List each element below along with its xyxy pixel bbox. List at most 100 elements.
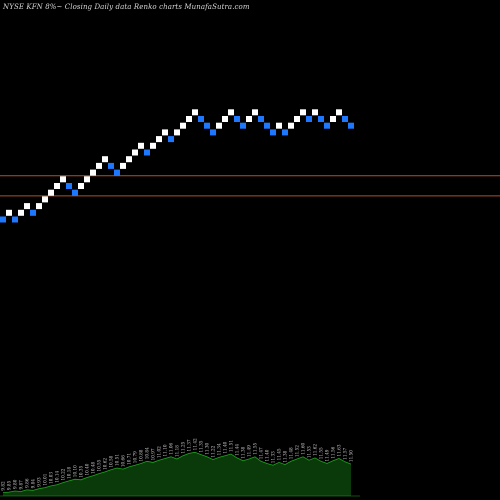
volume-label-59: 11.50 [349, 450, 354, 462]
renko-brick-26 [150, 142, 156, 149]
renko-brick-48 [282, 129, 288, 136]
chart-title: NYSE KFN 8%~ Closing Daily data Renko ch… [3, 3, 250, 11]
renko-brick-58 [342, 116, 348, 122]
volume-label-23: 10.79 [133, 451, 138, 463]
renko-brick-44 [258, 116, 264, 122]
volume-label-47: 11.45 [277, 448, 282, 460]
volume-label-10: 10.14 [55, 470, 60, 482]
volume-label-24: 10.88 [139, 449, 144, 461]
volume-label-33: 11.42 [193, 438, 198, 450]
renko-brick-8 [42, 196, 48, 203]
volume-label-45: 11.40 [265, 449, 270, 461]
volume-label-32: 11.37 [187, 439, 192, 451]
renko-brick-46 [270, 129, 276, 136]
renko-brick-54 [318, 116, 324, 122]
volume-line [2, 451, 352, 493]
renko-brick-30 [174, 129, 180, 136]
renko-brick-43 [252, 109, 258, 116]
volume-label-7: 9.93 [37, 477, 42, 487]
renko-brick-11 [60, 176, 66, 183]
volume-label-15: 10.40 [85, 463, 90, 475]
renko-brick-31 [180, 122, 186, 129]
renko-brick-2 [6, 209, 12, 216]
renko-brick-14 [78, 183, 84, 189]
volume-label-34: 11.35 [199, 440, 204, 452]
volume-label-50: 11.52 [295, 445, 300, 457]
renko-brick-3 [12, 216, 18, 223]
renko-brick-51 [300, 109, 306, 116]
renko-brick-18 [102, 156, 108, 163]
volume-label-9: 10.03 [49, 472, 54, 484]
volume-label-13: 10.10 [73, 465, 78, 477]
renko-brick-22 [126, 156, 132, 163]
renko-brick-1 [0, 216, 6, 223]
renko-brick-50 [294, 116, 300, 122]
volume-label-39: 11.51 [229, 440, 234, 452]
renko-bricks [0, 109, 354, 223]
volume-label-51: 11.60 [301, 442, 306, 454]
renko-brick-24 [138, 142, 144, 149]
renko-brick-10 [54, 183, 60, 189]
renko-brick-39 [228, 109, 234, 116]
volume-label-42: 11.49 [247, 445, 252, 457]
renko-brick-45 [264, 122, 270, 129]
renko-brick-13 [72, 189, 78, 196]
volume-label-1: 9.82 [1, 481, 6, 491]
volume-label-37: 11.34 [217, 443, 222, 455]
renko-brick-25 [144, 149, 150, 156]
reference-lines [0, 175, 500, 197]
volume-label-35: 11.30 [205, 442, 210, 454]
volume-label-5: 9.86 [25, 478, 30, 488]
volume-label-48: 11.38 [283, 450, 288, 462]
volume-label-36: 11.22 [211, 445, 216, 457]
renko-brick-23 [132, 149, 138, 156]
renko-brick-32 [186, 116, 192, 122]
renko-brick-38 [222, 116, 228, 122]
volume-label-46: 11.33 [271, 451, 276, 463]
volume-label-3: 9.80 [13, 479, 18, 489]
renko-brick-49 [288, 122, 294, 129]
volume-label-41: 11.38 [241, 446, 246, 458]
renko-brick-9 [48, 189, 54, 196]
volume-area [0, 451, 360, 497]
volume-label-52: 11.53 [307, 446, 312, 458]
volume-label-31: 11.25 [181, 441, 186, 453]
volume-labels: 9.82 9.85 9.80 9.87 9.86 9.84 9.93 10.01 10.03 10… [1, 438, 354, 491]
volume-label-44: 11.47 [259, 447, 264, 459]
volume-label-49: 11.48 [289, 447, 294, 459]
renko-brick-5 [24, 203, 30, 210]
renko-brick-53 [312, 109, 318, 116]
renko-brick-28 [162, 129, 168, 136]
volume-label-55: 11.49 [325, 449, 330, 461]
volume-label-19: 10.58 [109, 455, 114, 467]
renko-brick-57 [336, 109, 342, 116]
volume-label-25: 10.84 [145, 447, 150, 459]
volume-label-20: 10.51 [115, 454, 120, 466]
volume-label-2: 9.85 [7, 480, 12, 490]
renko-brick-35 [204, 122, 210, 129]
volume-label-27: 11.02 [157, 446, 162, 458]
volume-label-14: 10.35 [79, 465, 84, 477]
volume-label-8: 10.01 [43, 473, 48, 485]
renko-brick-33 [192, 109, 198, 116]
volume-label-30: 11.18 [175, 445, 180, 457]
renko-brick-19 [108, 162, 114, 169]
renko-brick-6 [30, 209, 36, 216]
renko-brick-12 [66, 183, 72, 189]
volume-label-11: 10.22 [61, 468, 66, 480]
renko-brick-56 [330, 116, 336, 122]
renko-brick-17 [96, 162, 102, 169]
renko-brick-4 [18, 209, 24, 216]
volume-label-53: 11.62 [313, 444, 318, 456]
volume-label-54: 11.55 [319, 447, 324, 459]
volume-label-21: 10.66 [121, 455, 126, 467]
renko-brick-52 [306, 116, 312, 122]
volume-label-43: 11.55 [253, 442, 258, 454]
volume-label-16: 10.48 [91, 462, 96, 474]
volume-label-22: 10.71 [127, 453, 132, 465]
volume-label-17: 10.55 [97, 459, 102, 471]
volume-fill [3, 452, 351, 496]
renko-brick-27 [156, 136, 162, 143]
volume-label-38: 11.40 [223, 441, 228, 453]
